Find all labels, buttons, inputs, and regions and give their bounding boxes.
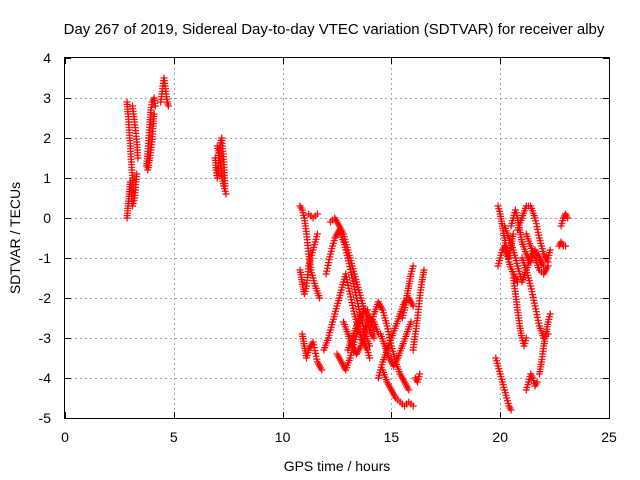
axis-ticks: 0 5 10 15 20 25 -5 -4 -3 -2 -1 0 1 2 3 4	[39, 50, 617, 445]
data-point	[366, 354, 374, 362]
data-point	[409, 402, 417, 410]
data-point	[522, 334, 530, 342]
data-point	[405, 386, 413, 394]
data-point	[366, 342, 374, 350]
y-tick-label: 1	[43, 170, 51, 186]
data-point	[151, 102, 159, 110]
data-point	[416, 370, 424, 378]
y-tick-label: 3	[43, 90, 51, 106]
x-tick-label: 15	[384, 429, 400, 445]
data-point	[409, 262, 417, 270]
y-axis-title: SDTVAR / TECUs	[7, 182, 23, 294]
data-point	[533, 378, 541, 386]
data-point	[546, 310, 554, 318]
data-point	[370, 334, 378, 342]
y-tick-label: -1	[39, 250, 52, 266]
y-tick-label: 0	[43, 210, 51, 226]
data-point	[134, 154, 142, 162]
data-point	[420, 266, 428, 274]
data-marks	[123, 74, 572, 414]
y-tick-label: -5	[39, 410, 52, 426]
data-point	[564, 214, 572, 222]
plot-frame	[64, 57, 610, 419]
data-point	[507, 406, 515, 414]
x-tick-label: 20	[492, 429, 508, 445]
data-point	[222, 190, 230, 198]
data-point	[313, 210, 321, 218]
data-point	[509, 230, 517, 238]
data-point	[562, 242, 569, 250]
data-point	[150, 110, 158, 118]
data-point	[316, 294, 324, 302]
x-axis-title: GPS time / hours	[284, 458, 391, 474]
y-tick-label: 2	[43, 130, 51, 146]
x-tick-label: 25	[601, 429, 617, 445]
y-tick-label: -3	[39, 330, 52, 346]
data-point	[407, 318, 415, 326]
data-point	[527, 258, 535, 266]
data-point	[313, 230, 321, 238]
data-point	[133, 170, 141, 178]
data-point	[164, 102, 172, 110]
y-tick-label: -4	[39, 370, 52, 386]
data-point	[546, 246, 554, 254]
data-point	[318, 366, 326, 374]
chart-title: Day 267 of 2019, Sidereal Day-to-day VTE…	[64, 21, 605, 38]
data-point	[544, 262, 552, 270]
x-tick-label: 10	[275, 429, 291, 445]
y-tick-label: 4	[43, 50, 51, 66]
x-tick-label: 5	[170, 429, 178, 445]
y-tick-label: -2	[39, 290, 52, 306]
x-tick-label: 0	[61, 429, 69, 445]
